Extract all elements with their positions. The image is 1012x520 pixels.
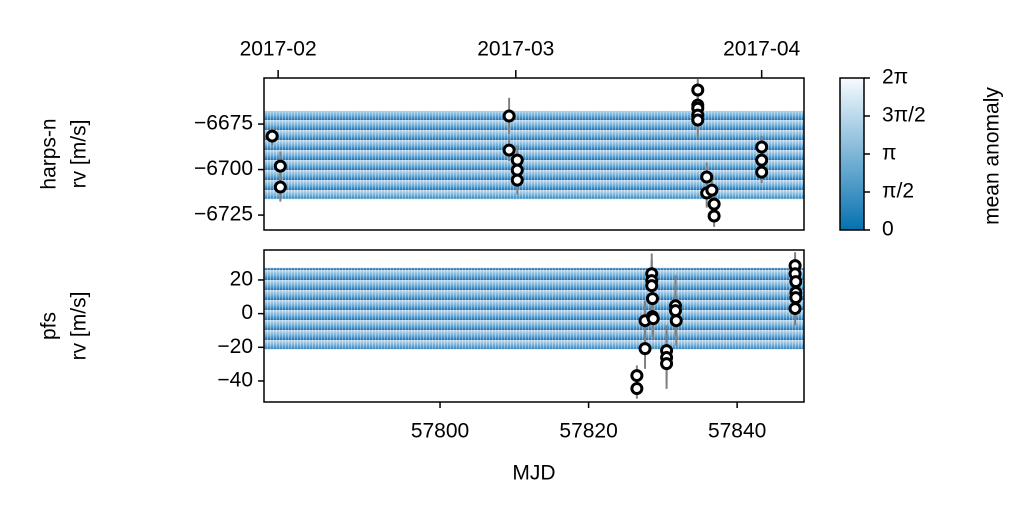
data-point	[660, 357, 674, 371]
data-point	[502, 109, 516, 123]
colorbar-tick-label: 2π	[882, 66, 908, 89]
x2-tick-label: 2017-04	[723, 38, 800, 61]
colorbar-tick-label: 0	[882, 218, 894, 241]
data-point	[691, 83, 705, 97]
y-axis-label: rv [m/s]	[68, 120, 91, 189]
colorbar-tick-label: π/2	[882, 180, 914, 203]
y-tick-label: 0	[241, 301, 253, 324]
data-point	[510, 153, 524, 167]
plot-frame	[263, 77, 805, 231]
model-band	[263, 110, 805, 200]
y-tick-label: −40	[217, 369, 253, 392]
colorbar-tick-label: π	[882, 142, 897, 165]
data-point	[755, 153, 769, 167]
colorbar-label: mean anomaly	[981, 87, 1004, 225]
data-point	[669, 314, 683, 328]
data-point	[510, 163, 524, 177]
plot-frame	[263, 249, 805, 403]
x2-tick-label: 2017-02	[240, 38, 317, 61]
colorbar	[839, 77, 865, 231]
x-tick-label: 57840	[708, 420, 766, 443]
data-point	[788, 302, 802, 316]
y-axis-label: rv [m/s]	[68, 292, 91, 361]
data-point	[755, 165, 769, 179]
y-tick-label: 20	[230, 268, 253, 291]
data-point	[789, 275, 803, 289]
data-point	[700, 170, 714, 184]
data-point	[645, 279, 659, 293]
data-point	[789, 291, 803, 305]
data-point	[630, 369, 644, 383]
y-tick-label: −6700	[194, 157, 253, 180]
data-point	[707, 197, 721, 211]
data-point	[755, 140, 769, 154]
data-point	[705, 183, 719, 197]
model-band	[263, 267, 805, 350]
data-point	[691, 113, 705, 127]
y-tick-label: −20	[217, 335, 253, 358]
data-point	[510, 173, 524, 187]
data-point	[502, 143, 516, 157]
data-point	[707, 209, 721, 223]
x2-tick-label: 2017-03	[477, 38, 554, 61]
data-point	[265, 129, 279, 143]
data-point	[638, 342, 652, 356]
x-axis-label: MJD	[512, 462, 555, 485]
data-point	[668, 304, 682, 318]
y-axis-label: harps-n	[38, 118, 61, 189]
colorbar-tick-label: 3π/2	[882, 104, 926, 127]
y-tick-label: −6725	[194, 203, 253, 226]
x-tick-label: 57820	[559, 420, 617, 443]
data-point	[273, 180, 287, 194]
data-point	[645, 292, 659, 306]
data-point	[646, 312, 660, 326]
data-point	[630, 382, 644, 396]
x-tick-label: 57800	[411, 420, 469, 443]
y-axis-label: pfs	[38, 312, 61, 340]
data-point	[273, 159, 287, 173]
y-tick-label: −6675	[194, 112, 253, 135]
